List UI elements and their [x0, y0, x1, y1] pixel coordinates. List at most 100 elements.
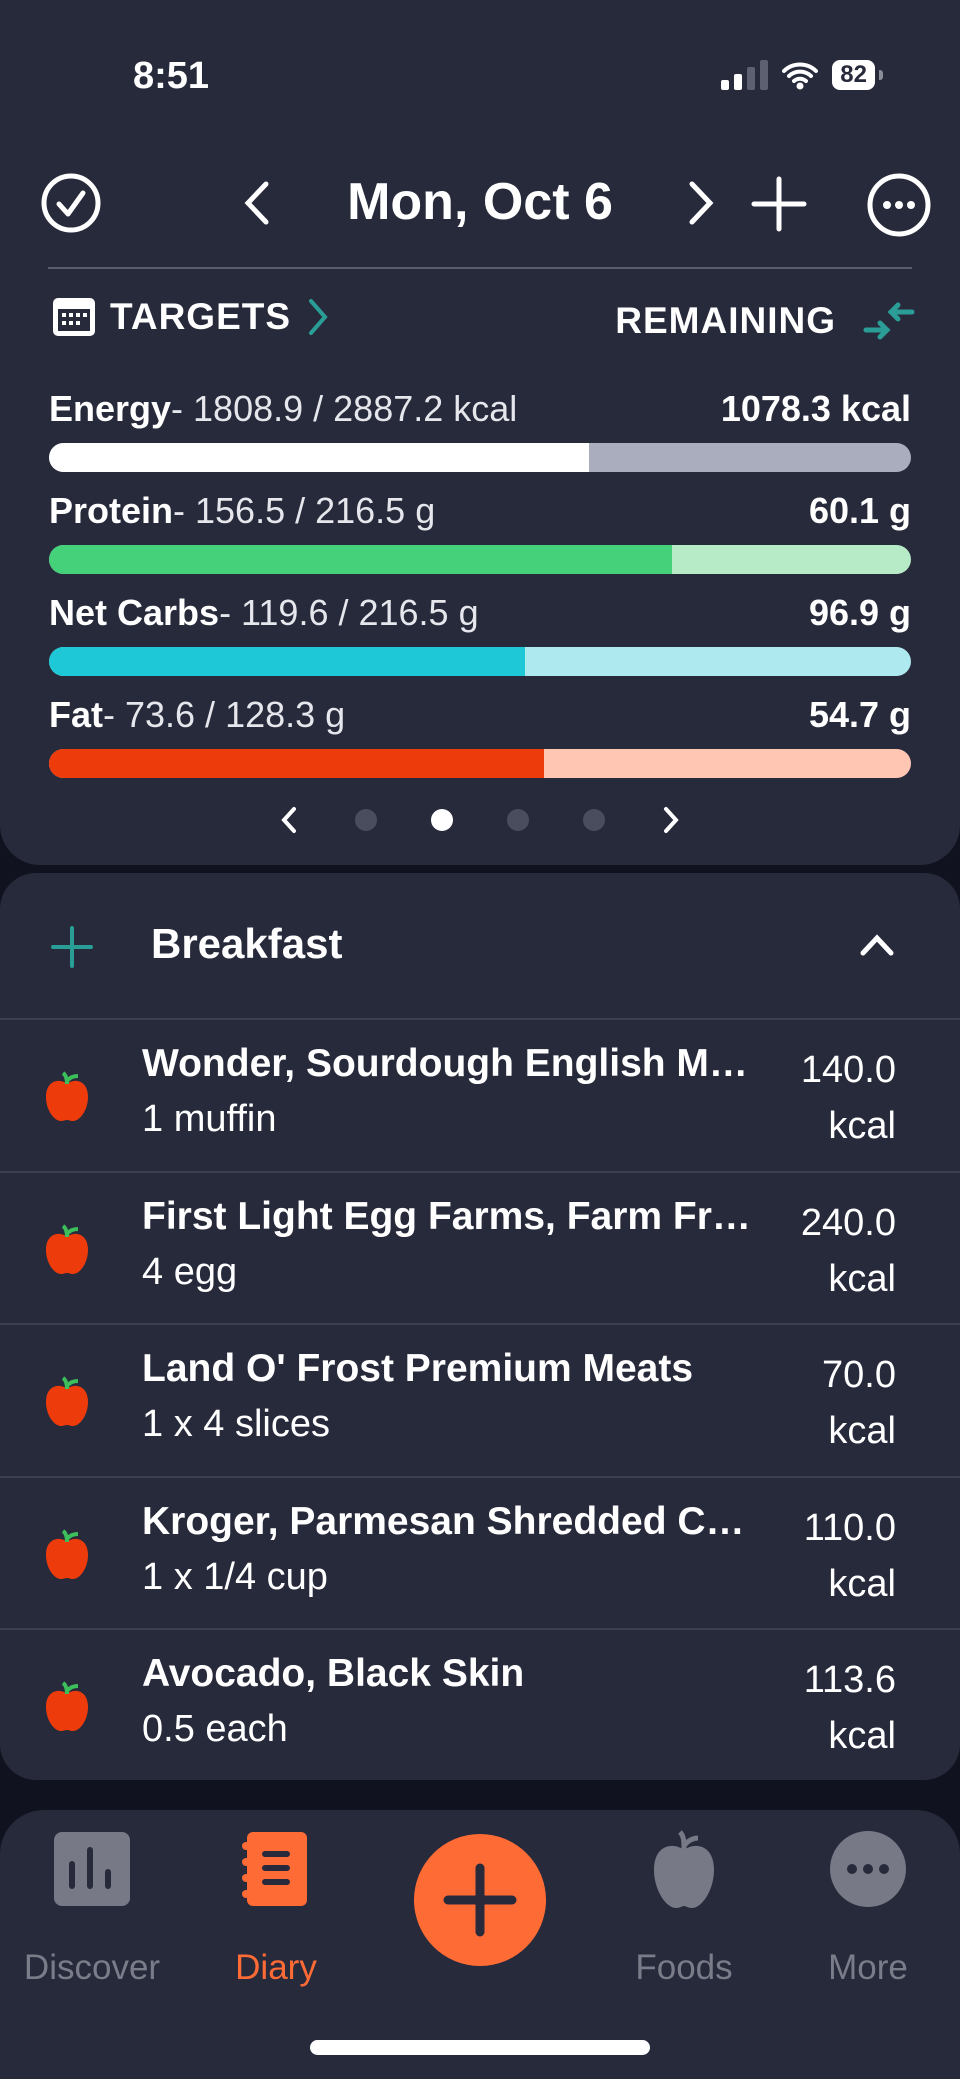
swap-arrows-icon — [863, 302, 915, 340]
food-name: Avocado, Black Skin — [142, 1652, 525, 1695]
food-name: Kroger, Parmesan Shredded Cheese — [142, 1499, 752, 1543]
food-entry[interactable]: Kroger, Parmesan Shredded Cheese 1 x 1/4… — [0, 1475, 960, 1628]
food-apple-icon — [46, 1223, 88, 1274]
notebook-icon — [242, 1832, 307, 1906]
apple-icon — [654, 1830, 714, 1908]
food-entry[interactable]: First Light Egg Farms, Farm Fresh Eggs 4… — [0, 1170, 960, 1323]
macro-progress-fill — [49, 647, 525, 676]
more-options-icon[interactable] — [866, 172, 932, 238]
food-entry[interactable]: Land O' Frost Premium Meats 1 x 4 slices… — [0, 1323, 960, 1475]
macro-detail: - 73.6 / 128.3 g — [103, 694, 346, 735]
calorie-value: 113.6 — [803, 1659, 896, 1701]
macro-remaining: 96.9 g — [808, 592, 911, 633]
tab-foods[interactable]: Foods — [594, 1830, 774, 1987]
food-entry[interactable]: Avocado, Black Skin 0.5 each 113.6 kcal — [0, 1628, 960, 1780]
macro-detail: - 1808.9 / 2887.2 kcal — [171, 388, 518, 429]
food-calories: 110.0 kcal — [804, 1500, 896, 1612]
tab-label: Discover — [23, 1948, 161, 1987]
food-serving: 0.5 each — [142, 1708, 288, 1750]
tab-label: More — [828, 1948, 908, 1987]
food-serving: 1 x 4 slices — [142, 1403, 330, 1445]
calorie-value: 140.0 — [800, 1049, 896, 1091]
food-calories: 240.0 kcal — [801, 1195, 896, 1307]
date-header: Mon, Oct 6 — [0, 170, 960, 237]
pager-next-icon[interactable] — [659, 805, 683, 835]
collapse-chevron-icon[interactable] — [858, 929, 896, 959]
food-serving: 1 muffin — [142, 1098, 277, 1140]
meal-title: Breakfast — [151, 920, 343, 967]
signal-icon — [721, 60, 769, 90]
macro-progress-bar — [49, 647, 911, 676]
next-day-chevron-icon[interactable] — [684, 180, 720, 226]
summary-pager — [0, 805, 960, 835]
plus-icon[interactable] — [414, 1834, 546, 1966]
macro-remaining: 60.1 g — [808, 490, 911, 531]
home-indicator[interactable] — [310, 2040, 650, 2055]
status-time: 8:51 — [133, 55, 210, 97]
pager-dot[interactable] — [583, 809, 605, 831]
food-apple-icon — [46, 1528, 88, 1579]
food-serving: 4 egg — [142, 1250, 238, 1293]
summary-panel: 8:51 82 Mon, Oct 6 TARGETS REMAINING Ene… — [0, 0, 960, 865]
tab-discover[interactable]: Discover — [2, 1830, 182, 1987]
food-calories: 140.0 kcal — [801, 1042, 896, 1154]
tab-label: Foods — [635, 1948, 733, 1987]
add-icon[interactable] — [750, 175, 808, 233]
chart-icon — [54, 1832, 130, 1906]
tab-bar: Discover Diary Foods More — [0, 1810, 960, 2079]
chevron-right-icon — [309, 299, 328, 335]
macro-remaining: 54.7 g — [808, 694, 911, 735]
pager-dot-active[interactable] — [431, 809, 453, 831]
divider — [48, 267, 912, 269]
food-entry[interactable]: Wonder, Sourdough English Muffin 1 muffi… — [0, 1018, 960, 1170]
food-apple-icon — [46, 1071, 88, 1121]
calorie-unit: kcal — [828, 1105, 896, 1147]
pager-previous-icon[interactable] — [277, 805, 301, 835]
pager-dot[interactable] — [355, 809, 377, 831]
macro-detail: - 119.6 / 216.5 g — [219, 592, 479, 633]
previous-day-chevron-icon[interactable] — [238, 180, 274, 226]
macro-progress-bar — [49, 749, 911, 778]
current-date[interactable]: Mon, Oct 6 — [347, 173, 613, 231]
calorie-value: 70.0 — [822, 1354, 896, 1396]
macro-row: Energy- 1808.9 / 2887.2 kcal 1078.3 kcal — [49, 388, 911, 430]
tab-diary[interactable]: Diary — [186, 1830, 366, 1987]
macro-detail: - 156.5 / 216.5 g — [173, 490, 436, 531]
macro-row: Fat- 73.6 / 128.3 g 54.7 g — [49, 694, 911, 736]
macro-row: Net Carbs- 119.6 / 216.5 g 96.9 g — [49, 592, 911, 634]
food-apple-icon — [46, 1681, 88, 1731]
macro-name: Energy — [49, 388, 172, 429]
tab-more[interactable]: More — [778, 1830, 958, 1987]
pager-dot[interactable] — [507, 809, 529, 831]
food-apple-icon — [46, 1376, 88, 1426]
macro-name: Net Carbs — [49, 592, 220, 633]
calorie-unit: kcal — [828, 1410, 896, 1452]
targets-button[interactable]: TARGETS — [52, 296, 331, 338]
meal-header[interactable]: Breakfast — [0, 873, 960, 1018]
tab-label: Diary — [235, 1948, 317, 1987]
food-calories: 70.0 kcal — [822, 1347, 896, 1459]
macro-progress-bar — [49, 443, 911, 472]
wifi-icon — [782, 62, 819, 90]
calendar-icon — [53, 298, 95, 336]
battery-indicator: 82 — [832, 60, 883, 90]
food-serving: 1 x 1/4 cup — [142, 1555, 328, 1598]
food-name: First Light Egg Farms, Farm Fresh Eggs — [142, 1194, 752, 1238]
macro-progress-fill — [49, 749, 544, 778]
food-name: Wonder, Sourdough English Muffin — [142, 1042, 752, 1085]
add-food-icon[interactable] — [50, 925, 94, 969]
macro-name: Protein — [49, 490, 174, 531]
calorie-unit: kcal — [828, 1715, 896, 1757]
macro-progress-fill — [49, 443, 590, 472]
food-name: Land O' Frost Premium Meats — [142, 1347, 694, 1390]
calorie-value: 240.0 — [800, 1201, 896, 1244]
calorie-value: 110.0 — [803, 1506, 896, 1549]
remaining-label: REMAINING — [615, 300, 836, 341]
macro-remaining: 1078.3 kcal — [720, 388, 911, 429]
macro-progress-bar — [49, 545, 911, 574]
check-circle-icon[interactable] — [40, 172, 102, 234]
macro-name: Fat — [49, 694, 103, 735]
meal-card-breakfast: Breakfast Wonder, Sourdough English Muff… — [0, 873, 960, 1780]
food-calories: 113.6 kcal — [804, 1652, 896, 1764]
remaining-toggle[interactable]: REMAINING — [615, 300, 916, 342]
